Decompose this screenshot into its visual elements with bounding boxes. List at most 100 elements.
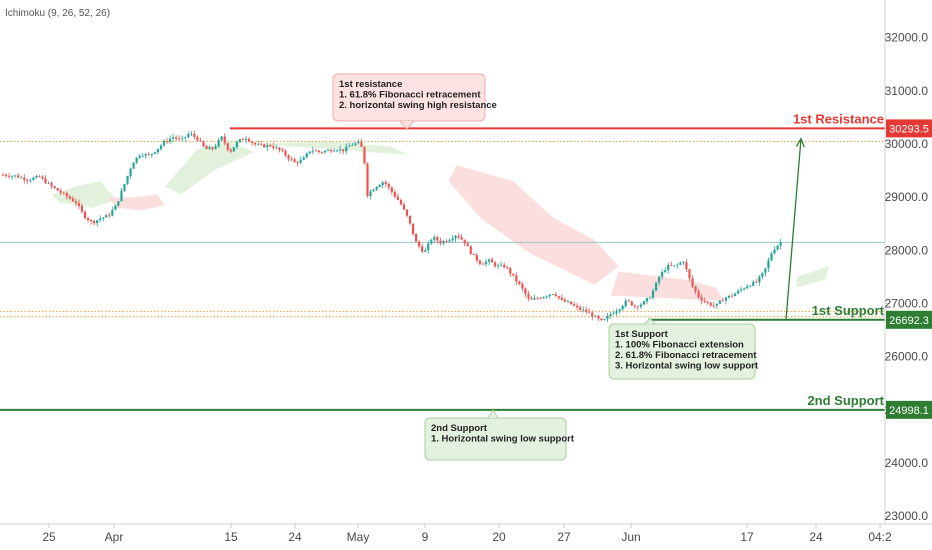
candle-body bbox=[421, 246, 424, 252]
candle-body bbox=[317, 150, 320, 153]
candle-body bbox=[569, 301, 573, 305]
x-tick-label: 24 bbox=[809, 530, 823, 544]
candle-body bbox=[694, 286, 697, 292]
candle-body bbox=[339, 149, 342, 151]
candle-body bbox=[168, 138, 172, 142]
y-axis[interactable]: 32000.0 31000.0 30000.0 29000.0 28000.0 27000… bbox=[885, 31, 929, 523]
price-tag-2: 24998.1 bbox=[889, 405, 929, 417]
candle-body bbox=[147, 154, 150, 155]
candle-body bbox=[345, 146, 348, 152]
y-tick-label: 29000.0 bbox=[885, 190, 929, 204]
cloud-band-4 bbox=[448, 165, 619, 285]
candle-body bbox=[211, 147, 214, 149]
candle-body bbox=[214, 146, 217, 149]
annotation-pointer-2 bbox=[487, 409, 499, 419]
candle-body bbox=[111, 209, 114, 216]
candle-body bbox=[661, 272, 664, 277]
candle-body bbox=[715, 303, 718, 306]
candle-body bbox=[670, 264, 673, 266]
candle-body bbox=[503, 264, 506, 268]
candle-body bbox=[354, 143, 357, 145]
x-tick-label: Apr bbox=[105, 530, 124, 544]
candle-body bbox=[153, 152, 156, 154]
candle-body bbox=[223, 136, 226, 144]
candle-body bbox=[645, 297, 649, 302]
candle-body bbox=[582, 309, 585, 311]
candle-body bbox=[600, 318, 603, 321]
candle-body bbox=[560, 297, 563, 300]
x-tick-label: 24 bbox=[288, 530, 302, 544]
candle-body bbox=[740, 289, 743, 291]
x-tick-label: May bbox=[347, 530, 370, 544]
candle-body bbox=[408, 215, 412, 224]
candle-body bbox=[11, 175, 14, 177]
candle-body bbox=[639, 304, 642, 307]
candle-body bbox=[411, 223, 415, 235]
candle-body bbox=[597, 315, 600, 319]
candle-body bbox=[363, 146, 366, 164]
price-tag-1: 26692.3 bbox=[889, 315, 929, 327]
candle-body bbox=[415, 234, 418, 242]
candle-body bbox=[658, 276, 661, 283]
candle-body bbox=[284, 151, 287, 156]
candle-body bbox=[102, 217, 105, 219]
candle-body bbox=[199, 140, 202, 142]
candle-body bbox=[530, 298, 533, 300]
candle-body bbox=[512, 273, 515, 276]
candle-body bbox=[241, 139, 245, 140]
candle-body bbox=[217, 140, 220, 147]
candle-body bbox=[299, 159, 302, 163]
candle-body bbox=[71, 198, 74, 202]
candle-body bbox=[484, 261, 488, 265]
candles bbox=[1, 130, 782, 323]
candle-body bbox=[572, 304, 576, 306]
candle-body bbox=[518, 281, 521, 285]
candle-body bbox=[654, 282, 658, 291]
candle-body bbox=[114, 205, 117, 210]
candle-body bbox=[770, 253, 773, 261]
x-axis[interactable]: 25 Apr 15 24 May 9 20 27 Jun 17 24 04:2 bbox=[42, 524, 892, 544]
candle-body bbox=[764, 268, 767, 273]
candle-body bbox=[196, 136, 199, 141]
candle-body bbox=[700, 297, 703, 301]
candle-body bbox=[636, 306, 639, 308]
cloud-band-0 bbox=[51, 181, 117, 208]
candle-body bbox=[53, 186, 56, 189]
candle-body bbox=[475, 255, 478, 261]
candle-body bbox=[606, 315, 609, 320]
candle-body bbox=[360, 141, 363, 147]
candle-body bbox=[448, 240, 451, 242]
level-label-0: 1st Resistance bbox=[793, 111, 884, 126]
y-tick-label: 27000.0 bbox=[885, 296, 929, 310]
candle-body bbox=[293, 159, 296, 163]
candle-body bbox=[65, 193, 68, 197]
candle-body bbox=[275, 147, 278, 149]
candle-body bbox=[120, 190, 123, 202]
candle-body bbox=[156, 148, 160, 153]
candle-body bbox=[132, 162, 135, 169]
candle-body bbox=[648, 297, 652, 299]
candle-body bbox=[585, 309, 588, 312]
annotation-text-1-0: 1st Support bbox=[615, 329, 669, 340]
candle-body bbox=[430, 239, 433, 244]
candle-body bbox=[96, 220, 99, 224]
annotation-pointer-0 bbox=[399, 120, 415, 130]
candle-body bbox=[205, 146, 208, 150]
candle-body bbox=[557, 296, 560, 298]
candle-body bbox=[83, 211, 87, 219]
candle-body bbox=[320, 152, 324, 153]
candle-body bbox=[281, 149, 284, 152]
forecast-arrow-head bbox=[795, 137, 805, 148]
annotation-pointer-1 bbox=[644, 317, 656, 325]
candle-body bbox=[536, 298, 539, 300]
candle-body bbox=[38, 176, 41, 177]
y-tick-label: 23000.0 bbox=[885, 509, 929, 523]
annotation-text-2-1: 1. Horizontal swing low support bbox=[431, 434, 575, 445]
y-tick-label: 26000.0 bbox=[885, 350, 929, 364]
candle-body bbox=[138, 155, 141, 158]
candle-body bbox=[68, 196, 71, 199]
candle-body bbox=[749, 285, 752, 287]
candle-body bbox=[357, 141, 360, 144]
